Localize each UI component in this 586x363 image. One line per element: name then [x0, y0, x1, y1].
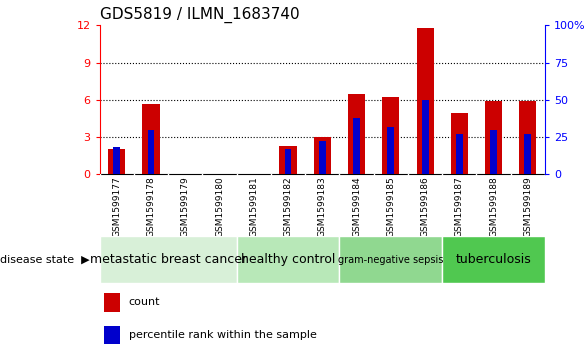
Bar	[485, 101, 502, 174]
Bar	[339, 236, 442, 283]
Bar	[519, 101, 536, 174]
Bar	[442, 236, 545, 283]
Bar	[104, 293, 120, 311]
Text: GSM1599189: GSM1599189	[523, 176, 532, 237]
Text: GSM1599188: GSM1599188	[489, 176, 498, 237]
Text: tuberculosis: tuberculosis	[456, 253, 532, 266]
Text: GDS5819 / ILMN_1683740: GDS5819 / ILMN_1683740	[100, 7, 299, 23]
Bar	[280, 146, 297, 174]
Bar	[456, 134, 463, 174]
Text: metastatic breast cancer: metastatic breast cancer	[90, 253, 247, 266]
Bar	[319, 142, 326, 174]
Bar	[100, 236, 237, 283]
Bar	[104, 326, 120, 344]
Bar	[422, 100, 428, 174]
Bar	[142, 103, 159, 174]
Bar	[524, 134, 532, 174]
Bar	[285, 149, 291, 174]
Text: GSM1599183: GSM1599183	[318, 176, 327, 237]
Bar	[451, 114, 468, 174]
Text: GSM1599184: GSM1599184	[352, 176, 361, 237]
Text: GSM1599178: GSM1599178	[146, 176, 155, 237]
Bar	[382, 97, 400, 174]
Bar	[314, 137, 331, 174]
Text: GSM1599180: GSM1599180	[215, 176, 224, 237]
Text: GSM1599179: GSM1599179	[180, 176, 190, 237]
Text: GSM1599187: GSM1599187	[455, 176, 464, 237]
Bar	[353, 118, 360, 174]
Text: disease state  ▶: disease state ▶	[0, 254, 90, 265]
Bar	[108, 150, 125, 174]
Bar	[113, 147, 120, 174]
Bar	[148, 130, 155, 174]
Bar	[490, 130, 497, 174]
Text: GSM1599186: GSM1599186	[421, 176, 430, 237]
Text: percentile rank within the sample: percentile rank within the sample	[128, 330, 316, 340]
Text: count: count	[128, 297, 160, 307]
Text: GSM1599177: GSM1599177	[113, 176, 121, 237]
Bar	[237, 236, 339, 283]
Bar	[348, 94, 365, 174]
Bar	[417, 28, 434, 174]
Bar	[387, 127, 394, 174]
Text: healthy control: healthy control	[241, 253, 335, 266]
Text: GSM1599185: GSM1599185	[386, 176, 396, 237]
Text: GSM1599182: GSM1599182	[284, 176, 292, 237]
Text: GSM1599181: GSM1599181	[249, 176, 258, 237]
Text: gram-negative sepsis: gram-negative sepsis	[338, 254, 444, 265]
